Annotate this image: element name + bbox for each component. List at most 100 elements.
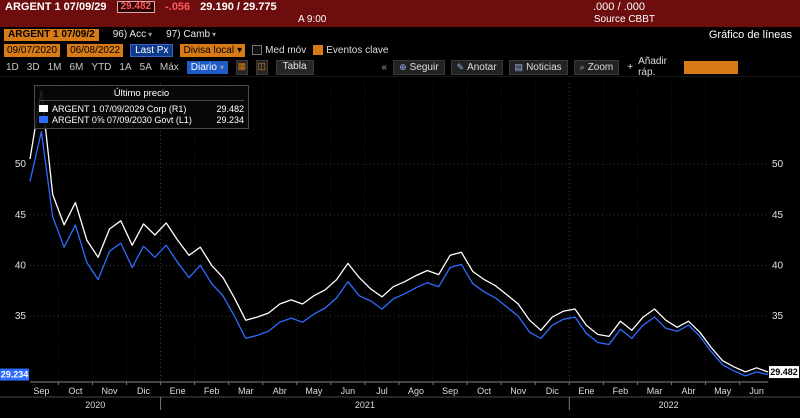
chevron-down-icon: ▾	[148, 30, 153, 39]
x-axis-month-label: Dic	[137, 386, 150, 396]
range-button-3d[interactable]: 3D	[26, 61, 40, 73]
quote-bar: ARGENT 1 07/09/29 29.482 -.056 29.190 / …	[0, 0, 800, 27]
security-field[interactable]: ARGENT 1 07/09/2	[4, 28, 99, 41]
x-axis-month-label: May	[714, 386, 732, 396]
y-axis-label-left: 35	[15, 311, 27, 322]
chevrons-left-icon[interactable]: «	[381, 61, 388, 73]
plus-icon: +	[627, 61, 634, 73]
y-axis-label-right: 35	[772, 311, 784, 322]
legend-item-corp-2029[interactable]: ARGENT 1 07/09/2029 Corp (R1) 29.482	[39, 103, 244, 114]
magnifier-icon: ⌕	[579, 61, 585, 72]
x-axis-month-label: Nov	[101, 386, 118, 396]
menu-item-change[interactable]: 97) Camb ▾	[166, 29, 216, 40]
x-axis-month-label: May	[305, 386, 323, 396]
screen-title: Gráfico de líneas	[708, 28, 792, 41]
price-line	[29, 131, 769, 377]
range-button-1m[interactable]: 1M	[47, 61, 62, 73]
menu-item-label: 97) Camb	[166, 29, 210, 40]
last-price-badge-text: 29.234	[1, 370, 29, 380]
x-axis-month-label: Dic	[546, 386, 559, 396]
action-label: Zoom	[587, 61, 614, 73]
bid-ask: 29.190 / 29.775	[200, 1, 277, 13]
chevron-down-icon: ▾	[237, 44, 243, 56]
date-to-field[interactable]: 06/08/2022	[67, 43, 124, 57]
follow-button[interactable]: ⊕ Seguir	[393, 59, 445, 75]
menu-bar: ARGENT 1 07/09/2 96) Acc ▾ 97) Camb ▾ Gr…	[0, 27, 800, 42]
currency-dropdown[interactable]: Divisa local ▾	[180, 43, 246, 57]
date-from-field[interactable]: 09/07/2020	[4, 43, 61, 57]
settings-bar: 09/07/2020 06/08/2022 Last Px Divisa loc…	[0, 42, 800, 58]
table-button[interactable]: Tabla	[275, 59, 314, 75]
price-line	[29, 89, 769, 373]
action-label: Seguir	[409, 61, 439, 73]
line-chart[interactable]: 35 35 40 40 45 45 50 50 Sep Oct Nov Dic Ene Feb Mar Abr…	[0, 77, 800, 418]
period-label: Diario	[190, 61, 217, 73]
x-axis-month-label: Jul	[376, 386, 388, 396]
chart-area: 35 35 40 40 45 45 50 50 Sep Oct Nov Dic Ene Feb Mar Abr…	[0, 77, 800, 418]
x-axis-month-label: Sep	[442, 386, 458, 396]
chevron-down-icon: ▾	[219, 62, 224, 72]
series-last-value: 29.482	[216, 103, 244, 114]
y-axis-label-right: 45	[772, 210, 784, 221]
quote-line-2: A 9:00 Source CBBT	[5, 13, 795, 25]
x-axis-year-label: 2020	[85, 400, 105, 410]
currency-label: Divisa local	[183, 44, 235, 56]
x-axis-month-label: Abr	[273, 386, 287, 396]
y-axis-label-left: 50	[15, 159, 27, 170]
menu-item-label: 96) Acc	[112, 29, 147, 40]
price-source: Source CBBT	[593, 13, 655, 25]
period-dropdown[interactable]: Diario ▾	[186, 60, 228, 74]
y-axis-label-right: 50	[772, 159, 784, 170]
range-button-5y[interactable]: 5A	[139, 61, 152, 73]
last-price-badge	[0, 368, 29, 381]
legend-item-govt-2030[interactable]: ARGENT 0⅝ 07/09/2030 Govt (L1) 29.234	[39, 114, 244, 125]
range-button-max[interactable]: Máx	[159, 61, 179, 73]
x-axis-month-label: Jun	[749, 386, 764, 396]
last-price-badge-text: 29.482	[770, 367, 798, 377]
x-axis-month-label: Mar	[238, 386, 254, 396]
price-change: -.056	[165, 1, 191, 13]
annotate-button[interactable]: ✎ Anotar	[450, 59, 503, 75]
checkbox-icon	[252, 45, 263, 55]
x-axis-month-label: Oct	[477, 386, 492, 396]
news-button[interactable]: ▤ Noticias	[508, 59, 568, 75]
action-cluster: « ⊕ Seguir ✎ Anotar ▤ Noticias ⌕ Zoom	[381, 59, 620, 75]
range-button-1d[interactable]: 1D	[6, 61, 19, 73]
range-button-1y[interactable]: 1A	[119, 61, 132, 73]
checkbox-label: Eventos clave	[326, 44, 389, 56]
security-name: ARGENT 1 07/09/29	[5, 1, 107, 13]
quick-add-input[interactable]	[683, 60, 738, 74]
price-type-field[interactable]: Last Px	[130, 43, 174, 57]
range-button-6m[interactable]: 6M	[69, 61, 84, 73]
legend-title: Último precio	[39, 88, 244, 101]
quick-add-label: Añadir ráp.	[638, 56, 667, 78]
yield-pair: .000 / .000	[593, 1, 645, 13]
x-axis-month-label: Mar	[647, 386, 663, 396]
checkbox-label: Med móv	[265, 44, 307, 56]
last-price-badge	[769, 366, 799, 379]
chevron-down-icon: ▾	[212, 30, 217, 39]
quote-line-1: ARGENT 1 07/09/29 29.482 -.056 29.190 / …	[5, 1, 795, 13]
action-label: Anotar	[467, 61, 497, 73]
chart-style-icon[interactable]: ▦	[235, 59, 248, 75]
chart-type-icon[interactable]: ◫	[255, 59, 268, 75]
x-axis-month-label: Abr	[682, 386, 696, 396]
menu-item-actions[interactable]: 96) Acc ▾	[113, 29, 152, 40]
series-color-swatch	[39, 116, 48, 123]
action-label: Noticias	[526, 61, 562, 73]
checkbox-icon	[313, 45, 324, 55]
as-of-time: A 9:00	[298, 13, 327, 25]
range-button-ytd[interactable]: YTD	[91, 61, 112, 73]
x-axis-month-label: Feb	[613, 386, 629, 396]
zoom-button[interactable]: ⌕ Zoom	[573, 59, 620, 75]
x-axis-year-label: 2021	[355, 400, 375, 410]
last-price-field[interactable]: 29.482	[116, 1, 156, 13]
x-axis-month-label: Feb	[204, 386, 220, 396]
key-events-checkbox[interactable]: Eventos clave	[313, 45, 388, 56]
series-color-swatch	[39, 105, 48, 112]
news-icon: ▤	[514, 61, 524, 72]
quick-add-group: + Añadir ráp.	[627, 56, 738, 78]
chart-toolbar: 1D 3D 1M 6M YTD 1A 5A Máx Diario ▾ ▦ ◫ T…	[0, 56, 800, 78]
moving-average-checkbox[interactable]: Med móv	[252, 45, 306, 56]
